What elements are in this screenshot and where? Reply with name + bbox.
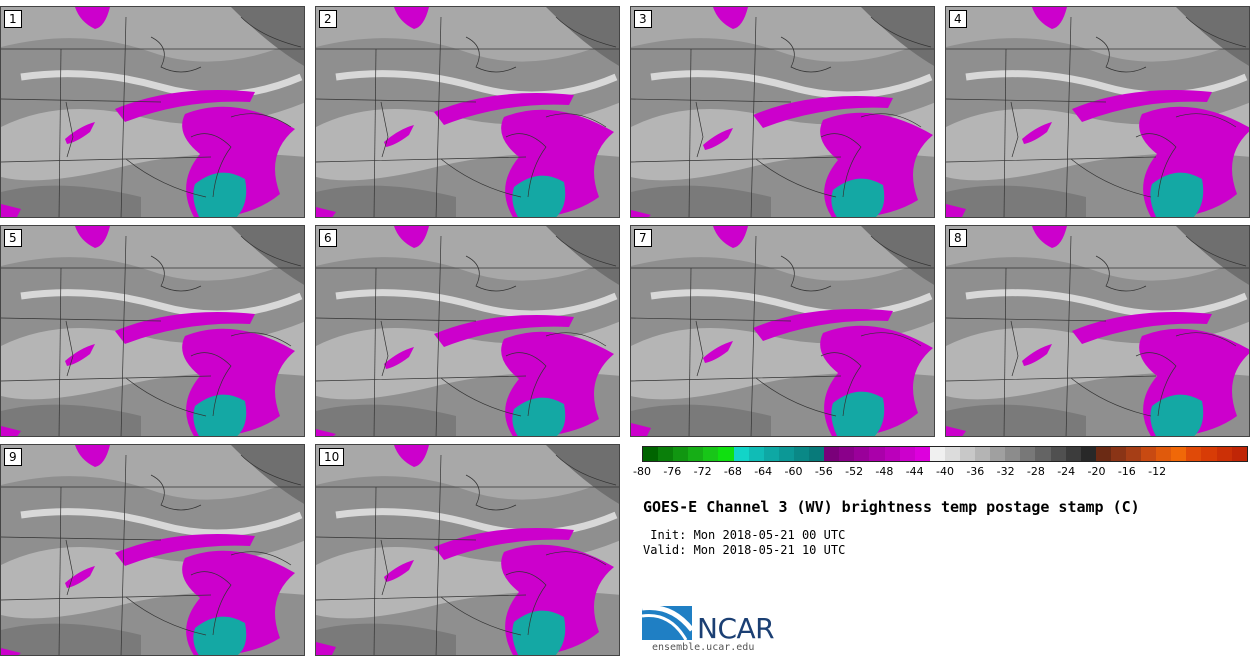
colorbar-segment: [1141, 447, 1157, 461]
colorbar-tick-label: -20: [1087, 465, 1106, 478]
colorbar-segment: [1171, 447, 1187, 461]
colorbar-segment: [1186, 447, 1202, 461]
colorbar-segment: [1065, 447, 1081, 461]
colorbar-tick-labels: -80 -76 -72 -68 -64 -60 -56 -52 -48 -44 -40 -36 -32-…: [633, 465, 1248, 483]
colorbar-segment: [1216, 447, 1232, 461]
colorbar-tick-label: -36: [966, 465, 985, 478]
ensemble-member-panel: 3: [630, 6, 935, 218]
ensemble-member-panel: 6: [315, 225, 620, 437]
panel-number-label: 2: [319, 10, 337, 28]
water-vapor-map: [1, 445, 304, 655]
colorbar-segment: [824, 447, 840, 461]
colorbar-tick-label: -12: [1148, 465, 1167, 478]
colorbar-segment: [869, 447, 885, 461]
ncar-logo-icon: [642, 604, 694, 641]
colorbar-tick-label: -68: [723, 465, 742, 478]
panel-number-label: 8: [949, 229, 967, 247]
colorbar-segment: [793, 447, 810, 461]
water-vapor-map: [1, 7, 304, 217]
water-vapor-map: [316, 7, 619, 217]
figure-title: GOES-E Channel 3 (WV) brightness temp po…: [643, 498, 1140, 516]
colorbar-segment: [839, 447, 855, 461]
colorbar-segment: [944, 447, 960, 461]
colorbar-segment: [959, 447, 976, 461]
panel-number-label: 3: [634, 10, 652, 28]
colorbar-segment: [778, 447, 794, 461]
colorbar-tick-label: -28: [1026, 465, 1045, 478]
water-vapor-map: [946, 7, 1249, 217]
colorbar-segment: [688, 447, 704, 461]
colorbar-tick-label: -48: [875, 465, 894, 478]
panel-number-label: 10: [319, 448, 345, 466]
ensemble-member-panel: 4: [945, 6, 1250, 218]
logo-url: ensemble.ucar.edu: [652, 642, 755, 653]
colorbar-segment: [1050, 447, 1066, 461]
colorbar-tick-label: -16: [1117, 465, 1136, 478]
colorbar-segment: [854, 447, 870, 461]
panel-number-label: 7: [634, 229, 652, 247]
colorbar-tick-label: -72: [693, 465, 712, 478]
colorbar-segment: [899, 447, 915, 461]
colorbar-segment: [703, 447, 719, 461]
colorbar-tick-label: -64: [754, 465, 773, 478]
colorbar-tick-label: -76: [663, 465, 682, 478]
colorbar-segment: [718, 447, 734, 461]
colorbar-tick-label: -40: [936, 465, 954, 478]
colorbar-segment: [990, 447, 1006, 461]
colorbar-segment: [1201, 447, 1217, 461]
colorbar-segment: [1080, 447, 1096, 461]
colorbar-tick-label: -32: [996, 465, 1015, 478]
panel-number-label: 5: [4, 229, 22, 247]
ensemble-member-panel: 9: [0, 444, 305, 656]
panel-number-label: 9: [4, 448, 22, 466]
ensemble-member-panel: 5: [0, 225, 305, 437]
colorbar-tick-label: -56: [814, 465, 833, 478]
colorbar-tick-label: -60: [784, 465, 803, 478]
water-vapor-map: [631, 226, 934, 436]
colorbar-segment: [884, 447, 900, 461]
colorbar-segment: [1126, 447, 1142, 461]
valid-time: Valid: Mon 2018-05-21 10 UTC: [643, 543, 846, 557]
ensemble-member-panel: 1: [0, 6, 305, 218]
colorbar-segment: [809, 447, 825, 461]
init-time: Init: Mon 2018-05-21 00 UTC: [643, 528, 846, 542]
water-vapor-map: [631, 7, 934, 217]
colorbar-segment: [1095, 447, 1111, 461]
water-vapor-map: [1, 226, 304, 436]
colorbar-segment: [914, 447, 930, 461]
panel-number-label: 6: [319, 229, 337, 247]
colorbar-segment: [1035, 447, 1051, 461]
colorbar-segment: [1020, 447, 1036, 461]
water-vapor-map: [946, 226, 1249, 436]
panel-number-label: 4: [949, 10, 967, 28]
colorbar-segment: [658, 447, 674, 461]
colorbar-segment: [643, 447, 659, 461]
colorbar-tick-label: -52: [845, 465, 864, 478]
ensemble-member-panel: 10: [315, 444, 620, 656]
colorbar-segment: [1110, 447, 1126, 461]
panel-number-label: 1: [4, 10, 22, 28]
colorbar-segment: [673, 447, 689, 461]
colorbar-segment: [1005, 447, 1021, 461]
ensemble-member-panel: 8: [945, 225, 1250, 437]
water-vapor-map: [316, 445, 619, 655]
colorbar-tick-label: -80: [633, 465, 651, 478]
water-vapor-map: [316, 226, 619, 436]
ensemble-member-panel: 7: [630, 225, 935, 437]
colorbar-segment: [748, 447, 764, 461]
colorbar-segment: [975, 447, 991, 461]
colorbar-segment: [763, 447, 779, 461]
colorbar-segment: [1231, 447, 1247, 461]
ensemble-member-panel: 2: [315, 6, 620, 218]
colorbar: [642, 446, 1248, 462]
colorbar-tick-label: -24: [1057, 465, 1076, 478]
colorbar-segment: [929, 447, 945, 461]
colorbar-segment: [733, 447, 749, 461]
ncar-logo-text: NCAR: [697, 612, 775, 645]
colorbar-segment: [1156, 447, 1172, 461]
colorbar-tick-label: -44: [905, 465, 924, 478]
